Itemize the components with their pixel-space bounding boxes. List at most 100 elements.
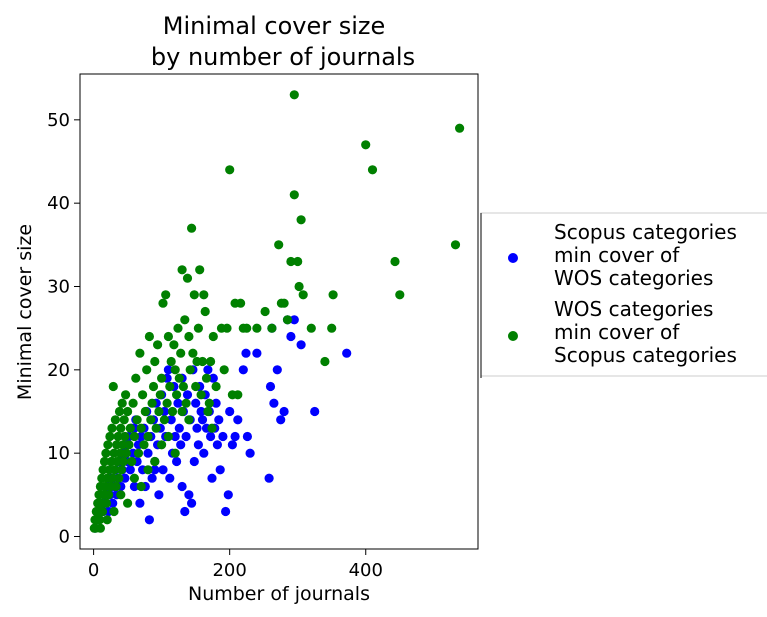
scopus-point-74 [191,398,201,408]
scopus-point-119 [150,465,160,475]
scopus-point-75 [192,423,202,433]
wos-point-131 [289,190,299,200]
wos-point-89 [178,381,188,392]
wos-point-8 [95,515,105,525]
wos-point-76 [161,290,171,300]
wos-point-36 [114,473,124,483]
scopus-point-85 [206,431,216,442]
legend: Scopus categories min cover of WOS categ… [480,212,767,378]
wos-point-109 [206,356,216,367]
scopus-point-60 [172,456,182,467]
scopus-point-67 [181,431,191,442]
scopus-point-95 [223,490,233,500]
wos-point-65 [146,415,156,425]
scopus-point-90 [212,440,222,450]
wos-point-55 [132,415,142,425]
wos-point-134 [296,215,306,225]
scopus-point-117 [342,348,352,358]
legend-frame [480,212,767,377]
wos-point-45 [120,431,130,442]
scopus-point-42 [147,473,157,483]
wos-point-18 [101,498,112,508]
scopus-point-89 [211,398,221,408]
wos-point-56 [133,448,144,458]
wos-point-98 [191,381,201,392]
scopus-point-101 [241,348,251,358]
scopus-point-59 [170,431,180,442]
wos-point-132 [293,256,303,267]
wos-point-158 [170,448,180,458]
wos-point-91 [181,398,191,408]
wos-point-115 [222,323,232,333]
scopus-point-63 [176,440,186,450]
wos-point-136 [306,323,316,333]
scopus-point-108 [269,398,279,408]
wos-point-104 [199,290,209,300]
scopus-point-99 [233,415,243,425]
wos-point-114 [219,365,229,375]
scopus-point-103 [245,448,255,458]
x-tick-label-0: 0 [88,560,99,581]
legend-marker-wos [508,331,518,341]
wos-point-141 [361,140,371,150]
scopus-point-66 [180,506,190,517]
wos-point-70 [153,340,163,350]
wos-point-146 [455,123,465,133]
scopus-point-92 [215,465,225,475]
wos-point-149 [109,506,119,517]
wos-point-103 [197,356,208,367]
wos-point-31 [110,415,120,425]
wos-point-23 [105,431,115,442]
y-tick-label-50: 50 [47,110,70,131]
wos-point-73 [157,373,167,383]
wos-point-90 [180,315,190,325]
wos-point-63 [143,431,153,442]
scopus-point-54 [163,365,173,375]
wos-point-67 [148,381,159,392]
scopus-point-109 [272,365,282,375]
x-tick-label-200: 200 [212,560,246,581]
chart-title-line-1: Minimal cover size [163,12,386,40]
scopus-point-33 [135,498,145,508]
wos-point-126 [274,240,284,250]
wos-point-155 [150,456,160,467]
wos-point-153 [136,481,146,492]
wos-point-82 [169,340,179,350]
x-axis-label: Number of journals [188,583,370,605]
wos-point-72 [155,390,165,400]
wos-point-116 [225,165,235,175]
scopus-point-55 [165,473,175,483]
wos-point-37 [114,406,125,417]
wos-point-39 [116,423,126,433]
scopus-point-40 [144,515,154,525]
wos-point-93 [184,331,194,342]
scopus-point-69 [184,490,194,500]
legend-scopus-line-3: WOS categories [554,266,713,290]
wos-point-110 [207,423,217,433]
wos-point-49 [124,440,134,450]
wos-point-86 [174,373,184,383]
legend-scopus-line-1: Scopus categories [554,220,737,244]
wos-point-32 [111,481,121,492]
y-tick-label-40: 40 [47,193,70,214]
wos-point-112 [211,381,221,392]
wos-point-95 [187,223,197,233]
scopus-point-80 [199,448,209,458]
legend-wos-line-1: WOS categories [554,297,713,321]
wos-point-97 [189,290,199,300]
scopus-point-91 [214,415,224,425]
wos-point-88 [177,265,187,275]
scopus-point-96 [225,406,235,417]
wos-point-77 [162,398,172,408]
wos-point-54 [131,373,141,383]
wos-point-43 [118,456,129,467]
wos-point-144 [395,290,405,300]
scopus-point-78 [196,406,206,417]
wos-point-35 [113,431,123,442]
wos-point-133 [294,281,304,292]
legend-marker-scopus [508,253,518,263]
legend-wos-line-3: Scopus categories [554,343,737,367]
wos-point-124 [260,306,270,317]
wos-point-130 [286,256,296,267]
